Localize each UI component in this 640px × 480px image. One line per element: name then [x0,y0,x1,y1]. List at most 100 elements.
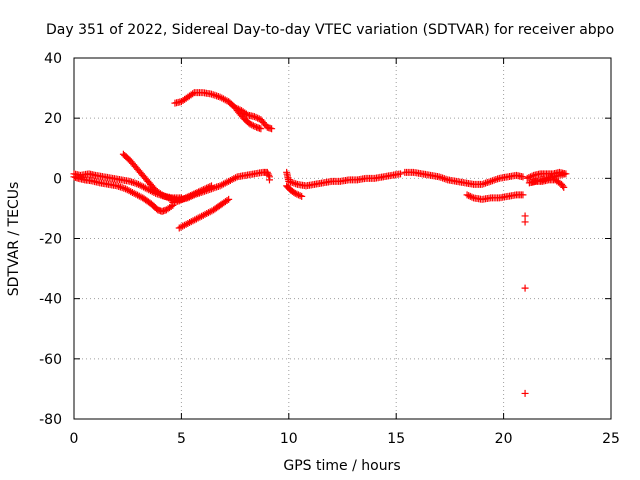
data-point-s2 [126,177,134,185]
y-tick-label: 0 [53,171,62,187]
data-point-s7 [249,122,257,130]
data-point-s6 [207,90,215,98]
data-point-s10 [519,173,527,181]
y-tick-label: -80 [39,412,62,428]
data-point-outliers [521,212,529,220]
data-point-s10 [480,180,488,188]
data-point-s11 [466,192,474,200]
x-tick-label: 10 [280,431,298,447]
data-point-s1 [113,182,121,190]
data-point-s4 [177,196,185,204]
data-point-s10 [487,177,495,185]
data-point-s6 [254,114,262,122]
data-point-s11 [465,192,473,200]
data-point-s12 [523,174,531,182]
data-point-s8 [396,170,404,178]
data-point-s6 [209,91,217,99]
data-point-s8 [285,177,293,185]
data-point-s4 [185,192,193,200]
data-point-s3 [265,171,273,179]
data-point-s9 [293,190,301,198]
data-point-s10 [442,175,450,183]
data-point-s1 [115,182,123,190]
data-point-s7 [248,121,256,129]
data-point-s4 [187,192,195,200]
data-point-s7 [246,120,254,128]
data-point-s3 [213,183,221,191]
data-point-s8 [290,179,298,187]
data-point-s6 [242,110,250,118]
data-point-s10 [440,175,448,183]
data-point-s6 [211,91,219,99]
data-point-s11 [468,193,476,201]
data-point-s9 [291,189,299,197]
data-point-s10 [439,174,447,182]
plot-frame [73,57,612,420]
data-point-s4 [199,186,207,194]
data-point-s6 [189,90,197,98]
data-point-s4 [188,191,196,199]
data-point-s5 [223,197,231,205]
x-tick-label: 5 [177,431,186,447]
data-point-s10 [490,176,498,184]
data-point-s10 [435,173,443,181]
data-point-s6 [213,92,221,100]
data-point-s4 [182,194,190,202]
data-point-s2 [129,179,137,187]
data-point-s9 [298,192,306,200]
data-point-s8 [287,178,295,186]
x-tick-label: 20 [495,431,513,447]
y-tick-label: -40 [39,292,62,308]
y-axis-label: SDTVAR / TECUs [6,182,22,297]
y-tick-label: 20 [44,111,62,127]
data-point-s9 [296,192,304,200]
data-point-s8 [292,180,300,188]
data-point-s4 [190,190,198,198]
data-point-s3 [158,191,166,199]
data-point-s12 [528,172,536,180]
data-point-s9 [294,191,302,199]
data-point-s3 [214,182,222,190]
data-point-s4 [193,189,201,197]
data-point-s12 [560,183,568,191]
data-point-s3 [232,174,240,182]
data-point-s3 [163,193,171,201]
data-point-s7 [251,122,259,130]
data-point-s3 [211,184,219,192]
y-tick-label: -20 [39,232,62,248]
data-point-s6 [252,113,260,121]
data-point-s1 [120,184,128,192]
data-point-s10 [483,179,491,187]
x-tick-label: 25 [602,431,620,447]
y-tick-label: -60 [39,352,62,368]
chart-title: Day 351 of 2022, Sidereal Day-to-day VTE… [46,22,614,38]
data-point-s4 [180,195,188,203]
y-axis: -80 -60 -40 -20 0 20 40 [39,51,611,428]
data-point-s4 [195,188,203,196]
data-point-s5 [225,195,233,203]
data-point-s6 [214,93,222,101]
data-point-s11 [519,191,527,199]
data-point-s3 [160,192,168,200]
x-axis-label: GPS time / hours [283,458,400,474]
data-point-s10 [492,176,500,184]
x-tick-label: 15 [387,431,405,447]
data-point-s2 [131,179,139,187]
data-point-s6 [268,125,276,133]
data-point-s4 [203,184,211,192]
data-point-s12 [559,182,567,190]
data-point-s4 [183,193,191,201]
data-point-s1 [116,183,124,191]
data-point-outliers [521,389,529,397]
data-point-s7 [257,125,265,133]
data-point-s3 [263,168,271,176]
data-point-s2 [128,178,136,186]
data-point-s6 [250,113,258,121]
data-point-s10 [494,175,502,183]
data-point-outliers [521,284,529,292]
x-tick-label: 0 [70,431,79,447]
data-point-s1 [167,203,175,211]
data-point-s10 [437,173,445,181]
data-point-s3 [161,192,169,200]
